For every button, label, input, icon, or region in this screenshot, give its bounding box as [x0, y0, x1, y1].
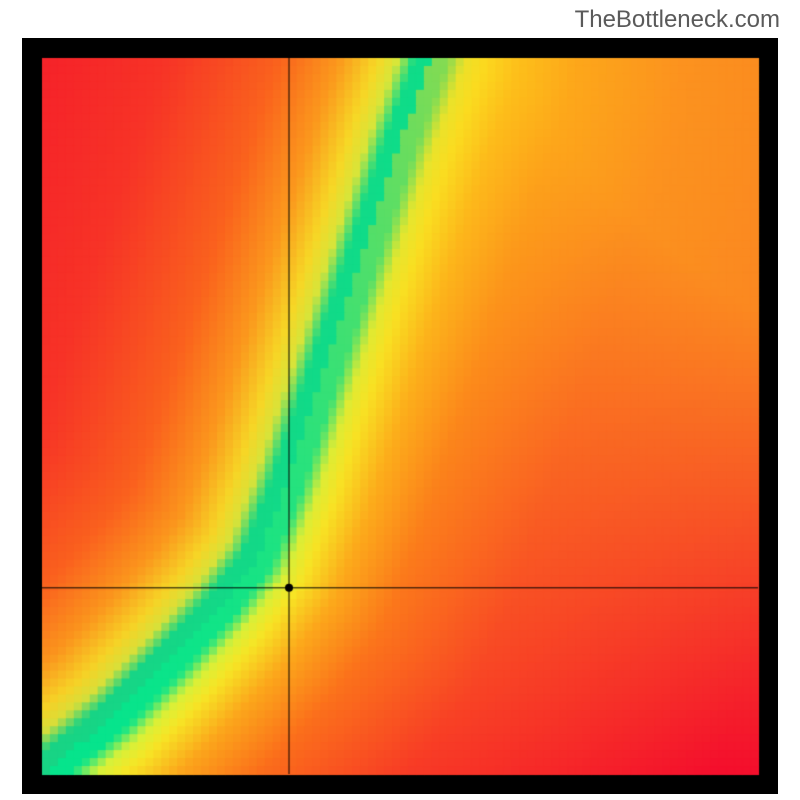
heatmap-plot: [22, 38, 778, 794]
watermark-text: TheBottleneck.com: [575, 6, 780, 34]
heatmap-canvas: [22, 38, 778, 794]
chart-container: TheBottleneck.com: [0, 0, 800, 800]
